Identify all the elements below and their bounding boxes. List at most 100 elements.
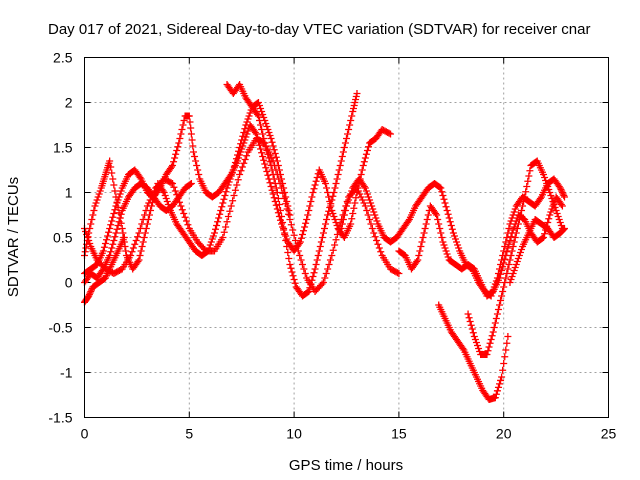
data-point xyxy=(500,360,508,367)
data-point xyxy=(507,252,515,259)
data-point xyxy=(453,238,461,246)
data-point xyxy=(222,223,230,231)
data-point xyxy=(377,248,385,256)
data-point xyxy=(512,261,520,268)
data-point xyxy=(279,180,287,187)
data-point xyxy=(306,202,314,210)
data-point xyxy=(424,211,432,219)
data-point xyxy=(470,333,478,340)
data-point xyxy=(450,232,458,240)
data-point xyxy=(310,185,318,193)
data-point xyxy=(496,301,504,309)
data-point xyxy=(368,225,376,232)
data-point xyxy=(509,243,517,250)
data-point xyxy=(363,147,371,154)
data-point xyxy=(417,243,425,250)
data-point xyxy=(143,202,151,210)
data-point xyxy=(500,283,508,291)
data-point xyxy=(108,217,116,225)
data-point xyxy=(241,136,249,144)
data-point xyxy=(327,202,335,210)
data-point xyxy=(284,202,292,210)
data-point xyxy=(186,118,194,126)
data-point xyxy=(267,135,275,142)
data-point xyxy=(183,217,191,225)
data-point xyxy=(213,222,221,229)
data-point xyxy=(541,230,549,238)
data-point xyxy=(170,158,178,166)
data-point xyxy=(385,129,393,137)
data-point xyxy=(434,216,442,223)
data-point xyxy=(266,132,274,139)
data-point xyxy=(521,193,529,201)
data-point xyxy=(502,346,510,354)
data-point xyxy=(438,234,446,241)
data-point xyxy=(560,192,568,199)
data-point xyxy=(127,252,135,259)
data-point xyxy=(98,267,106,274)
data-point xyxy=(238,163,246,171)
y-tick-label: 1.5 xyxy=(53,140,73,156)
data-point xyxy=(508,247,516,255)
data-point xyxy=(395,270,403,277)
data-point xyxy=(336,162,344,169)
data-point xyxy=(443,250,451,258)
data-point xyxy=(177,130,185,138)
data-point xyxy=(344,130,352,138)
data-point xyxy=(547,192,555,199)
data-point xyxy=(174,143,182,151)
data-point xyxy=(184,221,192,229)
data-point xyxy=(356,190,364,198)
data-point xyxy=(336,229,344,237)
data-point xyxy=(432,210,440,217)
data-point xyxy=(442,247,450,255)
data-point xyxy=(334,171,342,178)
data-point xyxy=(100,243,108,251)
data-point xyxy=(296,238,304,246)
data-point xyxy=(518,207,526,214)
data-point xyxy=(352,194,360,202)
data-point xyxy=(483,351,491,358)
data-point xyxy=(325,207,333,215)
data-point xyxy=(274,195,282,202)
data-point xyxy=(131,240,139,248)
data-point xyxy=(372,214,380,222)
data-point xyxy=(394,269,402,277)
x-tick-label: 5 xyxy=(185,426,193,442)
data-point xyxy=(258,108,266,115)
data-point xyxy=(447,222,455,229)
data-point xyxy=(464,310,472,318)
data-point xyxy=(499,366,507,374)
data-point xyxy=(266,179,274,187)
data-point xyxy=(541,174,549,181)
data-point xyxy=(375,244,383,252)
data-point xyxy=(111,187,119,195)
data-point xyxy=(179,121,187,129)
data-point xyxy=(116,214,124,222)
data-point xyxy=(95,190,103,198)
data-point xyxy=(240,129,248,136)
data-point xyxy=(349,105,357,112)
data-point xyxy=(178,126,186,133)
data-point xyxy=(270,194,278,202)
data-point xyxy=(261,117,269,124)
data-point xyxy=(134,233,142,241)
data-point xyxy=(475,345,483,352)
data-point xyxy=(559,190,567,198)
data-point xyxy=(441,244,449,252)
data-point xyxy=(511,205,519,213)
data-point xyxy=(87,288,95,295)
data-point xyxy=(169,180,177,187)
data-point xyxy=(112,229,120,237)
data-point xyxy=(132,237,140,244)
data-point xyxy=(276,216,284,224)
data-point xyxy=(352,93,360,100)
data-point xyxy=(324,265,332,273)
data-point xyxy=(346,121,354,129)
data-point xyxy=(324,211,332,219)
data-point xyxy=(556,184,564,192)
data-point xyxy=(145,199,153,207)
data-point xyxy=(236,151,244,159)
data-point xyxy=(289,272,297,280)
data-point xyxy=(195,171,203,178)
